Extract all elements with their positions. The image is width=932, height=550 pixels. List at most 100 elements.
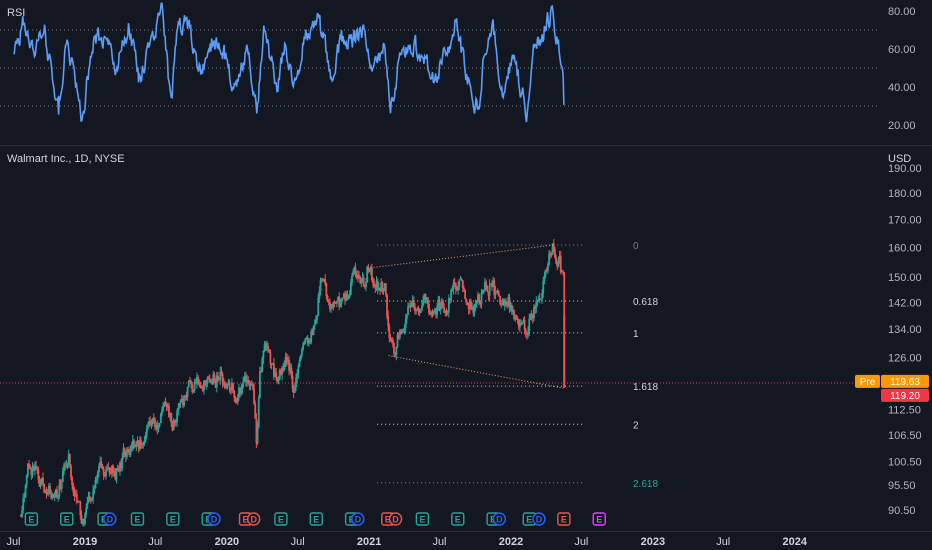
candle — [465, 298, 468, 306]
candle — [508, 293, 511, 313]
candle — [65, 459, 68, 469]
candle — [499, 295, 502, 306]
earnings-event-marker[interactable]: E — [309, 512, 323, 526]
candle — [397, 332, 400, 340]
dividend-event-marker[interactable]: D — [246, 512, 261, 526]
candle — [489, 282, 492, 286]
candle — [53, 491, 56, 502]
dividend-event-marker[interactable]: D — [532, 512, 546, 526]
candle — [261, 356, 264, 373]
candle — [178, 402, 181, 409]
candle — [523, 316, 526, 335]
time-tick-label: 2019 — [73, 536, 97, 548]
last-price: 119.20 — [890, 391, 920, 402]
dividend-event-marker[interactable]: D — [207, 512, 221, 526]
candle — [554, 246, 556, 259]
candle — [533, 304, 535, 322]
candle — [477, 291, 479, 303]
earnings-event-marker[interactable]: E — [166, 512, 180, 526]
time-tick-label: 2022 — [499, 536, 523, 548]
candle — [66, 462, 69, 470]
candle — [324, 273, 327, 287]
candle — [147, 421, 149, 430]
earnings-event-marker[interactable]: E — [24, 512, 39, 526]
candle — [558, 250, 561, 264]
candle — [438, 296, 441, 312]
candle — [243, 372, 246, 382]
candle — [416, 306, 419, 311]
earnings-event-marker[interactable]: E — [592, 512, 606, 526]
candle — [112, 464, 114, 477]
candle — [23, 492, 26, 503]
candle — [358, 271, 360, 280]
fib-level-label: 1 — [633, 329, 639, 340]
candle — [30, 467, 33, 480]
candle — [310, 328, 313, 345]
price-tick-label: 180.00 — [888, 188, 922, 200]
candle — [404, 313, 407, 334]
candle — [326, 294, 329, 303]
candle — [210, 379, 212, 383]
candle — [28, 459, 30, 470]
candle — [295, 373, 297, 392]
fib-level-label: 0.618 — [633, 297, 658, 308]
dividend-event-marker[interactable]: D — [388, 512, 403, 526]
earnings-event-marker[interactable]: E — [130, 512, 145, 526]
candle — [556, 261, 559, 271]
earnings-event-marker[interactable]: E — [451, 512, 465, 526]
candle — [245, 371, 247, 387]
dividend-event-marker[interactable]: D — [492, 512, 507, 526]
earnings-event-marker[interactable]: E — [60, 512, 74, 526]
candle — [384, 283, 387, 297]
candle — [57, 494, 60, 502]
candle — [262, 350, 265, 365]
candle — [359, 275, 362, 285]
candle — [170, 412, 173, 428]
pre-label-box — [855, 374, 880, 388]
candle — [345, 290, 348, 302]
candle — [349, 278, 352, 296]
candle — [552, 239, 555, 253]
candle — [432, 310, 435, 316]
candle — [221, 371, 224, 388]
fib-extension[interactable]: 0 0.618 1 1.618 2 2.618 — [377, 241, 658, 490]
svg-text:E: E — [134, 515, 140, 525]
events-row[interactable]: EEEDEEEDEDEEEDEDEEEDEDEE — [24, 512, 606, 526]
candle — [179, 398, 182, 408]
candle — [368, 268, 371, 273]
candle — [152, 413, 155, 424]
candle — [323, 278, 325, 283]
earnings-event-marker[interactable]: E — [557, 512, 571, 526]
wedge-line[interactable] — [388, 355, 566, 389]
pre-label: Pre — [860, 377, 876, 388]
candle — [274, 367, 276, 378]
price-y-axis: 190.00 180.00 170.00 160.00 150.00 142.00 134.… — [888, 163, 922, 517]
candle — [70, 464, 72, 481]
candle — [341, 297, 344, 302]
candle — [154, 416, 156, 430]
svg-text:E: E — [64, 515, 70, 525]
candle — [79, 500, 82, 520]
rsi-tick-label: 80.00 — [888, 6, 916, 18]
wedge-trendlines[interactable] — [367, 244, 566, 389]
candle — [273, 358, 275, 380]
candle — [536, 299, 539, 307]
earnings-event-marker[interactable]: E — [415, 512, 430, 526]
candle — [56, 485, 58, 499]
dividend-event-marker[interactable]: D — [103, 512, 117, 526]
candle — [348, 290, 351, 299]
price-tick-label: 90.50 — [888, 505, 916, 517]
candle — [374, 283, 377, 294]
wedge-line[interactable] — [367, 244, 554, 269]
time-tick-label: Jul — [432, 536, 446, 548]
earnings-event-marker[interactable]: E — [274, 512, 288, 526]
candle — [555, 254, 557, 265]
candle — [135, 441, 138, 452]
svg-text:E: E — [419, 515, 425, 525]
dividend-event-marker[interactable]: D — [351, 512, 365, 526]
candle — [163, 401, 166, 408]
candle — [189, 376, 191, 384]
time-axis[interactable]: Jul 2019 Jul 2020 Jul 2021 Jul 2022 Jul 2023 Jul 20… — [0, 531, 932, 549]
candle — [42, 472, 44, 487]
candle — [109, 467, 112, 475]
